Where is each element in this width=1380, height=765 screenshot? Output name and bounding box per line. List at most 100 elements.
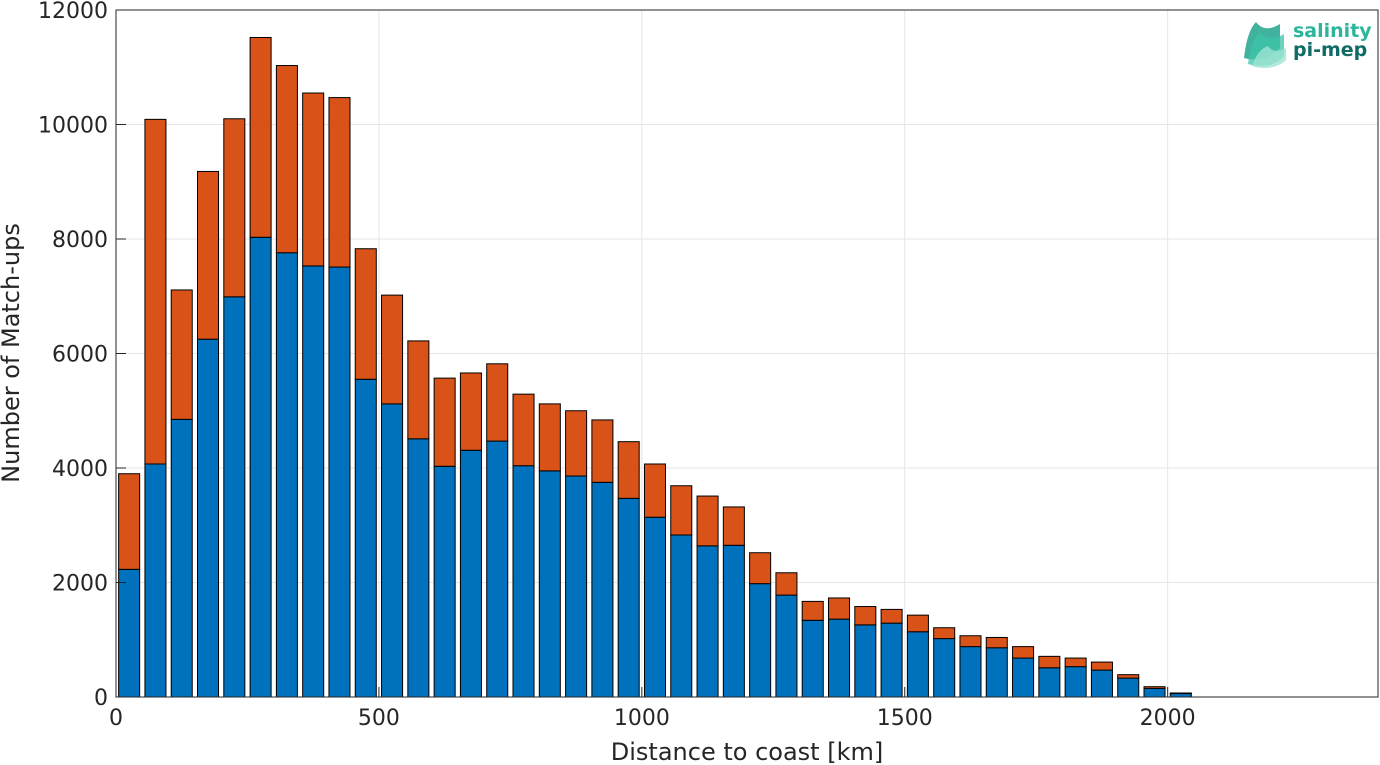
bar-upper-segment xyxy=(486,363,509,442)
bar-lower-segment xyxy=(749,583,772,698)
bar-lower-segment xyxy=(722,544,745,698)
bar-lower-segment xyxy=(828,618,851,698)
bar-lower-segment xyxy=(617,497,640,698)
bar-upper-segment xyxy=(775,572,798,596)
bar-lower-segment xyxy=(170,418,193,698)
bar-lower-segment xyxy=(801,619,824,698)
bar-upper-segment xyxy=(381,294,404,405)
salinity-pi-mep-logo: salinity pi-mep xyxy=(1244,20,1372,68)
x-axis-ticks: 0 500 1000 1500 2000 xyxy=(109,687,1196,731)
bar-lower-segment xyxy=(328,266,351,698)
bar-lower-segment xyxy=(670,534,693,698)
logo-waves-icon xyxy=(1244,22,1286,68)
y-axis-title: Number of Match-ups xyxy=(0,223,25,483)
y-tick-label: 0 xyxy=(94,686,108,711)
logo-line-pi-mep: pi-mep xyxy=(1293,39,1367,61)
bar-lower-segment xyxy=(275,252,298,698)
bar-lower-segment xyxy=(459,449,482,698)
bar-upper-segment xyxy=(118,473,141,570)
bar-lower-segment xyxy=(118,568,141,698)
bar-lower-segment xyxy=(1090,669,1113,698)
bar-lower-segment xyxy=(486,440,509,698)
y-tick-label: 8000 xyxy=(52,228,108,253)
bar-lower-segment xyxy=(433,465,456,698)
bar-upper-segment xyxy=(854,606,877,626)
bar-lower-segment xyxy=(565,475,588,698)
y-tick-label: 6000 xyxy=(52,343,108,368)
bar-upper-segment xyxy=(1143,686,1166,689)
bar-lower-segment xyxy=(854,624,877,698)
bar-lower-segment xyxy=(933,638,956,698)
x-tick-label: 1000 xyxy=(614,706,670,731)
bar-lower-segment xyxy=(354,378,377,698)
bar-upper-segment xyxy=(959,635,982,648)
bar-lower-segment xyxy=(1012,657,1035,698)
bar-upper-segment xyxy=(538,403,561,472)
bar-lower-segment xyxy=(1169,693,1192,698)
y-tick-label: 12000 xyxy=(38,0,108,24)
bar-upper-segment xyxy=(459,372,482,451)
bar-upper-segment xyxy=(696,495,719,547)
bar-upper-segment xyxy=(643,463,666,518)
bar-lower-segment xyxy=(906,631,929,698)
bar-upper-segment xyxy=(985,636,1008,649)
bar-upper-segment xyxy=(1064,657,1087,668)
bar-lower-segment xyxy=(249,236,272,698)
bar-lower-segment xyxy=(1117,677,1140,698)
bar-upper-segment xyxy=(933,627,956,640)
grid-lines xyxy=(115,9,1378,698)
bar-upper-segment xyxy=(512,393,535,467)
bar-lower-segment xyxy=(223,296,246,698)
bar-lower-segment xyxy=(985,647,1008,698)
bar-upper-segment xyxy=(828,597,851,620)
bar-upper-segment xyxy=(880,608,903,624)
y-axis-ticks: 0 2000 4000 6000 8000 10000 12000 xyxy=(38,0,126,711)
bar-lower-segment xyxy=(643,516,666,698)
bar-upper-segment xyxy=(170,289,193,420)
bar-upper-segment xyxy=(1169,692,1192,695)
bar-upper-segment xyxy=(722,506,745,546)
bar-upper-segment xyxy=(591,419,614,483)
x-axis-title: Distance to coast [km] xyxy=(611,738,883,765)
bar-upper-segment xyxy=(144,118,167,465)
bar-upper-segment xyxy=(197,170,220,340)
bar-upper-segment xyxy=(275,65,298,254)
bar-upper-segment xyxy=(670,485,693,536)
bar-upper-segment xyxy=(302,92,325,267)
bar-lower-segment xyxy=(880,622,903,698)
bar-upper-segment xyxy=(565,410,588,477)
bar-lower-segment xyxy=(959,646,982,698)
x-tick-label: 500 xyxy=(358,706,400,731)
bar-lower-segment xyxy=(591,481,614,698)
bar-lower-segment xyxy=(1064,666,1087,698)
logo-line-salinity: salinity xyxy=(1293,20,1372,42)
bar-upper-segment xyxy=(906,614,929,633)
y-tick-label: 4000 xyxy=(52,457,108,482)
bar-lower-segment xyxy=(197,338,220,698)
bar-lower-segment xyxy=(407,438,430,698)
bar-upper-segment xyxy=(354,248,377,380)
bar-upper-segment xyxy=(328,97,351,268)
bar-upper-segment xyxy=(749,552,772,585)
bar-upper-segment xyxy=(617,441,640,499)
bar-lower-segment xyxy=(1038,667,1061,698)
bar-upper-segment xyxy=(1090,661,1113,671)
bar-lower-segment xyxy=(696,545,719,698)
bar-upper-segment xyxy=(1012,646,1035,659)
bar-upper-segment xyxy=(1117,674,1140,679)
bar-upper-segment xyxy=(801,600,824,621)
bar-upper-segment xyxy=(433,377,456,467)
bar-lower-segment xyxy=(144,463,167,698)
y-tick-label: 10000 xyxy=(38,114,108,139)
bar-lower-segment xyxy=(538,470,561,698)
bar-lower-segment xyxy=(1143,687,1166,698)
y-tick-label: 2000 xyxy=(52,572,108,597)
bar-upper-segment xyxy=(249,36,272,238)
bar-lower-segment xyxy=(302,265,325,698)
bar-lower-segment xyxy=(775,594,798,698)
x-tick-label: 1500 xyxy=(877,706,933,731)
bar-lower-segment xyxy=(512,465,535,698)
bar-upper-segment xyxy=(407,340,430,440)
bar-upper-segment xyxy=(223,118,246,298)
